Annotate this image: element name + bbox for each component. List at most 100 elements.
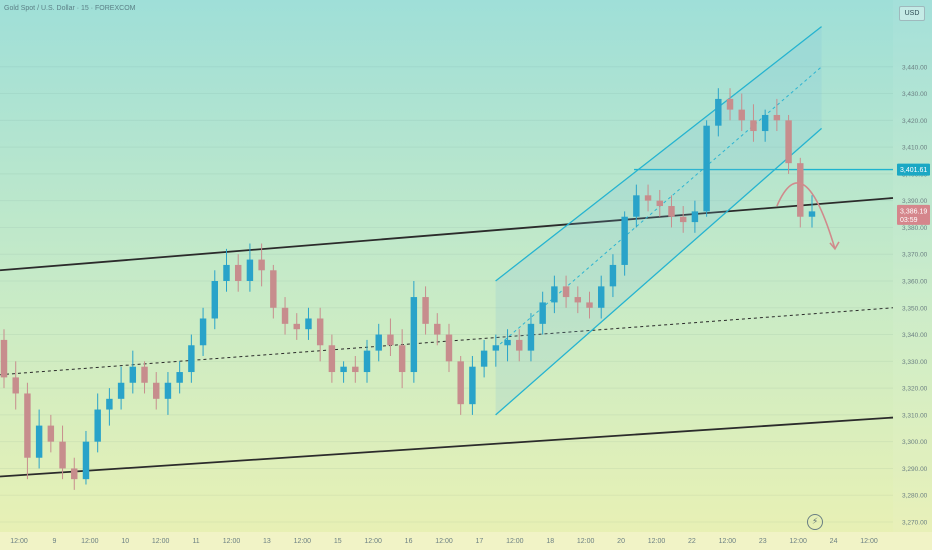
lightning-icon[interactable]: ⚡ xyxy=(807,514,823,530)
candle-body[interactable] xyxy=(153,382,160,399)
y-tick-label: 3,280.00 xyxy=(902,493,928,500)
candle-body[interactable] xyxy=(352,366,359,373)
candle-body[interactable] xyxy=(422,297,429,324)
candle-body[interactable] xyxy=(223,264,230,281)
countdown-label: 03:59 xyxy=(900,217,918,224)
candle-body[interactable] xyxy=(597,286,605,308)
candle-body[interactable] xyxy=(434,323,441,335)
candle-body[interactable] xyxy=(398,345,406,373)
x-tick-label: 20 xyxy=(617,538,625,545)
candle-body[interactable] xyxy=(527,323,535,351)
candle-body[interactable] xyxy=(328,345,336,373)
candle-body[interactable] xyxy=(12,377,19,394)
candle-body[interactable] xyxy=(106,398,113,410)
x-tick-label: 10 xyxy=(121,538,129,545)
candle-body[interactable] xyxy=(644,195,652,201)
candle-body[interactable] xyxy=(24,393,31,458)
candle-body[interactable] xyxy=(59,441,66,469)
candle-body[interactable] xyxy=(258,259,265,271)
candle-body[interactable] xyxy=(457,361,464,405)
candle-body[interactable] xyxy=(715,98,722,126)
time-axis-strip xyxy=(0,532,932,550)
upper-trend-line[interactable] xyxy=(0,197,894,272)
candle-body[interactable] xyxy=(750,120,757,132)
x-tick-label: 12:00 xyxy=(10,538,28,545)
candle-body[interactable] xyxy=(562,286,570,298)
candle-body[interactable] xyxy=(761,114,769,132)
forecast-arrowhead xyxy=(829,241,840,251)
candle-body[interactable] xyxy=(539,302,546,324)
candle-body[interactable] xyxy=(363,350,371,373)
candle-body[interactable] xyxy=(164,382,172,399)
candle-body[interactable] xyxy=(551,286,558,303)
candle-body[interactable] xyxy=(234,264,242,281)
channel-lower-line[interactable] xyxy=(495,127,822,416)
candle-body[interactable] xyxy=(691,211,699,223)
currency-selector[interactable]: USD xyxy=(899,6,925,21)
candle-body[interactable] xyxy=(492,345,500,351)
candle-body[interactable] xyxy=(270,270,277,308)
candle-body[interactable] xyxy=(0,339,8,378)
candle-body[interactable] xyxy=(281,307,289,324)
candle-body[interactable] xyxy=(621,216,628,265)
candle-body[interactable] xyxy=(797,163,804,217)
candle-body[interactable] xyxy=(82,441,90,480)
x-tick-label: 12:00 xyxy=(435,538,453,545)
candle-body[interactable] xyxy=(469,366,476,405)
candle-body[interactable] xyxy=(246,259,254,281)
x-tick-label: 12:00 xyxy=(789,538,807,545)
candle-body[interactable] xyxy=(293,323,300,330)
candle-body[interactable] xyxy=(668,206,675,217)
price-label-text: 3,386.19 xyxy=(900,208,927,215)
candle-body[interactable] xyxy=(738,109,745,121)
candle-body[interactable] xyxy=(609,264,617,287)
candle-body[interactable] xyxy=(387,334,394,346)
candle-body[interactable] xyxy=(773,114,781,121)
candle-body[interactable] xyxy=(117,382,125,399)
candle-body[interactable] xyxy=(480,350,488,367)
price-label-box xyxy=(897,163,930,176)
candle-body[interactable] xyxy=(785,120,792,164)
x-tick-label: 12:00 xyxy=(719,538,737,545)
y-tick-label: 3,310.00 xyxy=(902,412,928,419)
forecast-path[interactable] xyxy=(776,182,836,250)
candle-body[interactable] xyxy=(316,318,324,346)
candle-body[interactable] xyxy=(375,334,382,351)
candle-body[interactable] xyxy=(47,425,55,442)
candle-body[interactable] xyxy=(141,366,148,383)
candle-body[interactable] xyxy=(188,345,195,373)
candle-body[interactable] xyxy=(516,339,523,351)
candle-body[interactable] xyxy=(586,302,593,308)
candle-body[interactable] xyxy=(726,98,734,110)
candle-body[interactable] xyxy=(656,200,663,207)
x-tick-label: 15 xyxy=(334,538,342,545)
mid-trend-line[interactable] xyxy=(0,307,894,376)
candle-body[interactable] xyxy=(445,334,453,362)
candle-body[interactable] xyxy=(94,409,101,442)
candle-body[interactable] xyxy=(211,281,219,319)
candle-body[interactable] xyxy=(703,125,710,212)
candle-body[interactable] xyxy=(129,366,137,383)
candle-body[interactable] xyxy=(199,318,207,346)
candle-body[interactable] xyxy=(574,297,582,303)
y-tick-label: 3,380.00 xyxy=(902,225,928,232)
x-tick-label: 12:00 xyxy=(152,538,170,545)
candle-body[interactable] xyxy=(340,366,347,373)
candle-body[interactable] xyxy=(410,297,418,373)
lower-trend-line[interactable] xyxy=(0,416,894,478)
channel-upper-line[interactable] xyxy=(495,26,822,282)
candle-body[interactable] xyxy=(808,211,816,217)
y-tick-label: 3,390.00 xyxy=(902,198,928,205)
candle-body[interactable] xyxy=(35,425,43,458)
candle-body[interactable] xyxy=(504,339,511,346)
candle-body[interactable] xyxy=(633,195,640,217)
x-tick-label: 12:00 xyxy=(577,538,595,545)
candle-body[interactable] xyxy=(679,216,687,223)
candle-body[interactable] xyxy=(71,468,78,480)
y-tick-label: 3,440.00 xyxy=(902,64,928,71)
candle-body[interactable] xyxy=(176,372,183,383)
candle-body[interactable] xyxy=(305,318,312,330)
